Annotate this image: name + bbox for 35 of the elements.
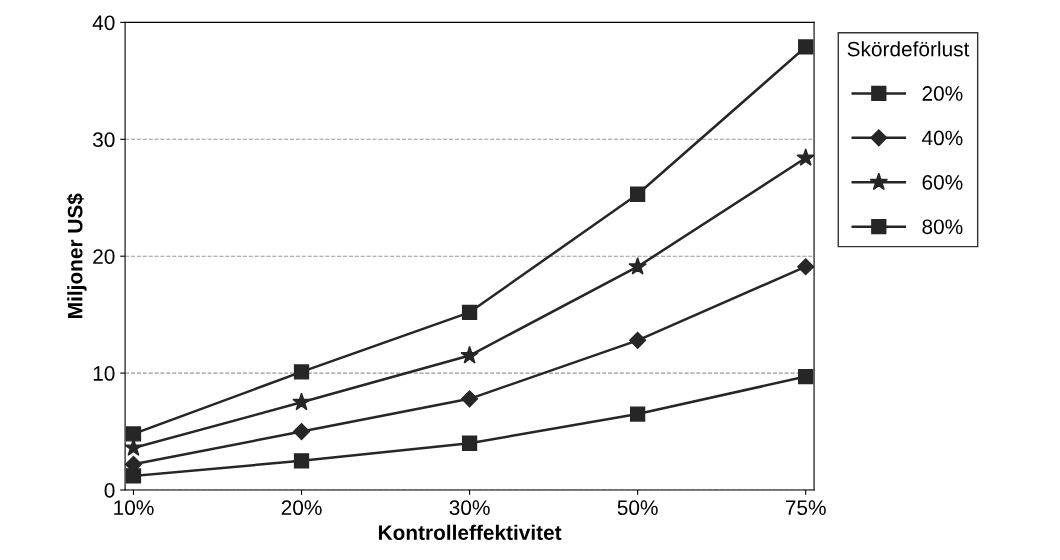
legend-label: 40%: [921, 130, 963, 146]
point: [796, 148, 815, 167]
legend-label: 60%: [922, 174, 963, 190]
point: [460, 345, 479, 364]
y-tick-label: 0: [104, 483, 115, 498]
point: [628, 256, 647, 275]
x-axis-title: Kontrolleffektivitet: [378, 524, 562, 540]
point: [629, 406, 646, 422]
point: [461, 304, 478, 320]
point: [797, 258, 815, 276]
point: [629, 186, 646, 202]
point: [292, 392, 311, 411]
y-tick-label: 10: [93, 366, 115, 381]
y-tick-label: 20: [93, 249, 115, 264]
x-tick-label: 50%: [617, 500, 658, 516]
legend-label: 20%: [922, 86, 963, 101]
point: [125, 468, 142, 484]
x-tick-label: 20%: [281, 500, 322, 516]
point: [798, 368, 814, 385]
legend-label: 80%: [922, 219, 963, 235]
y-tick-label: 30: [92, 132, 115, 148]
legend-title: Skördeförlust: [847, 41, 970, 57]
point: [292, 422, 311, 441]
point: [629, 331, 647, 349]
y-tick-label: 40: [92, 15, 115, 31]
x-tick-label: 30%: [449, 500, 490, 516]
point: [293, 453, 310, 469]
point: [798, 39, 814, 55]
point: [461, 435, 478, 451]
point: [293, 364, 310, 380]
y-axis-title: Miljoner US$: [66, 193, 87, 318]
x-tick-label: 75%: [785, 500, 826, 516]
point: [125, 426, 142, 442]
point: [461, 390, 479, 408]
x-tick-label: 10%: [114, 500, 154, 516]
